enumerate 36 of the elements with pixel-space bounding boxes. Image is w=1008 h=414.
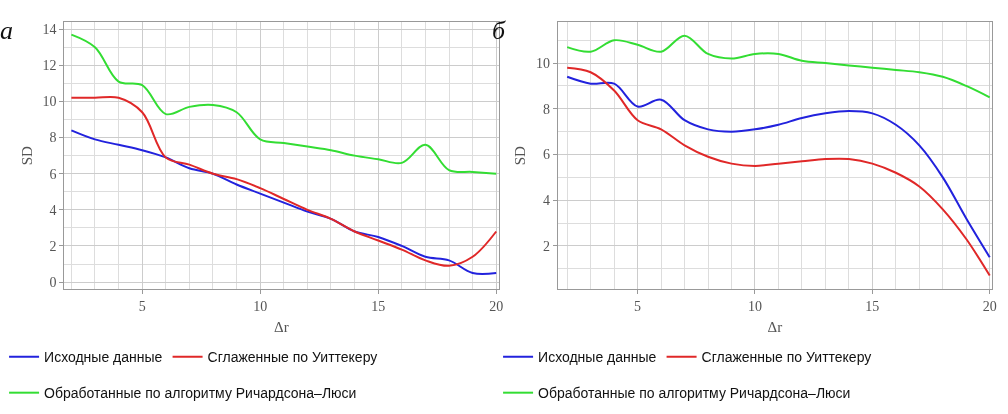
y-tick-label: 8 bbox=[49, 130, 57, 146]
y-tick-label: 6 bbox=[543, 147, 550, 163]
y-tick-label: 2 bbox=[49, 238, 57, 254]
line-series bbox=[70, 95, 498, 267]
y-tick-label: 2 bbox=[543, 238, 550, 254]
y-tick-label: 4 bbox=[49, 202, 57, 218]
line-series bbox=[566, 34, 991, 99]
x-tick-label: 10 bbox=[747, 299, 762, 315]
x-tick-label: 5 bbox=[634, 299, 642, 315]
y-tick-label: 10 bbox=[536, 56, 550, 71]
legend-label: Исходные данные bbox=[44, 349, 163, 366]
legend-label: Сглаженные по Уиттекеру bbox=[207, 349, 378, 366]
chart-title: а bbox=[0, 16, 13, 45]
x-axis-title: Δr bbox=[274, 319, 289, 336]
y-tick-label: 0 bbox=[49, 274, 57, 290]
y-tick-label: 6 bbox=[49, 166, 57, 182]
x-axis-title: Δr bbox=[767, 319, 783, 336]
chart-title: б bbox=[492, 16, 506, 45]
x-tick-label: 15 bbox=[371, 299, 386, 315]
y-tick-label: 14 bbox=[42, 22, 57, 38]
legend-label: Обработанные по алгоритму Ричардсона–Люси bbox=[538, 385, 851, 402]
x-tick-label: 10 bbox=[253, 299, 268, 315]
legend-label: Исходные данные bbox=[538, 349, 657, 366]
x-tick-label: 5 bbox=[138, 299, 146, 315]
x-tick-label: 20 bbox=[489, 299, 504, 315]
legend-label: Обработанные по алгоритму Ричардсона–Люси bbox=[44, 385, 357, 402]
y-axis-title: SD bbox=[18, 145, 35, 166]
y-tick-label: 4 bbox=[543, 193, 550, 209]
legend-label: Сглаженные по Уиттекеру bbox=[701, 349, 872, 366]
x-tick-label: 20 bbox=[982, 299, 997, 315]
y-tick-label: 10 bbox=[42, 94, 57, 110]
y-tick-label: 8 bbox=[543, 101, 550, 117]
x-tick-label: 15 bbox=[865, 299, 880, 315]
y-tick-label: 12 bbox=[42, 58, 57, 74]
line-series bbox=[70, 129, 498, 275]
y-axis-title: SD bbox=[512, 145, 529, 166]
